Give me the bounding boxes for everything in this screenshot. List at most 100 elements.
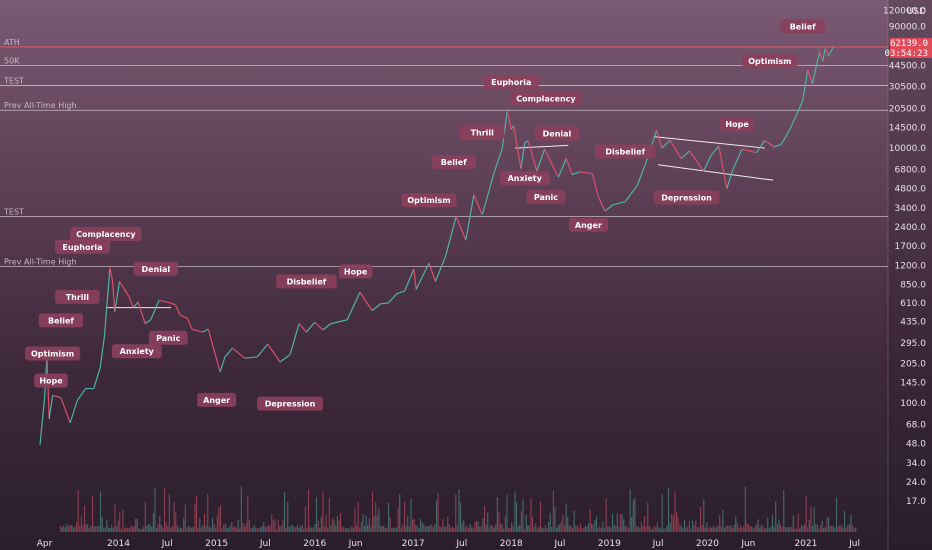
price-segment: [119, 281, 130, 298]
x-tick-label: 2018: [500, 539, 523, 549]
price-segment: [702, 154, 712, 172]
volume-bar: [604, 528, 606, 532]
price-segment: [494, 148, 503, 171]
volume-bar: [738, 527, 740, 532]
volume-bar: [244, 526, 246, 532]
volume-bar: [260, 527, 262, 532]
annotation-label: Panic: [534, 193, 558, 202]
volume-bar: [186, 527, 188, 532]
volume-bar: [740, 525, 742, 532]
volume-bar: [287, 501, 289, 532]
volume-bar: [101, 517, 103, 532]
volume-bar: [540, 501, 542, 532]
y-tick-label: 17.0: [906, 497, 926, 507]
price-segment: [726, 171, 733, 189]
volume-bar: [378, 508, 380, 532]
volume-bar: [311, 527, 313, 532]
annotation-box: [34, 373, 68, 388]
volume-bar: [205, 525, 207, 532]
volume-bar: [429, 525, 431, 532]
y-tick-label: 20500.0: [889, 104, 926, 114]
volume-bar: [565, 503, 567, 532]
x-tick-label: 2020: [696, 539, 719, 549]
annotation-label: Belief: [48, 316, 74, 325]
volume-bar: [628, 528, 630, 532]
price-segment: [780, 129, 791, 145]
volume-bar: [541, 527, 543, 532]
volume-bar: [207, 493, 209, 532]
volume-bar: [165, 522, 167, 532]
volume-bar: [424, 525, 426, 532]
volume-bar: [533, 526, 535, 532]
volume-bar: [162, 527, 164, 532]
volume-bar: [391, 528, 393, 532]
volume-bar: [455, 494, 457, 532]
volume-bar: [148, 524, 150, 532]
volume-bar: [152, 513, 154, 532]
level-label: ATH: [4, 38, 20, 47]
volume-bar: [688, 520, 690, 532]
volume-bar: [716, 527, 718, 532]
annotation-box: [780, 19, 825, 34]
volume-bar: [98, 525, 100, 532]
volume-bar: [592, 524, 594, 532]
volume-bar: [823, 528, 825, 532]
volume-bar: [544, 525, 546, 532]
volume-bar: [228, 527, 230, 532]
annotation-label: Depression: [265, 400, 316, 409]
volume-bar: [712, 525, 714, 532]
volume-bar: [844, 511, 846, 532]
volume-bar: [632, 499, 634, 532]
price-segment: [827, 46, 834, 57]
volume-bar: [832, 525, 834, 532]
price-series: [39, 46, 834, 445]
price-segment: [166, 301, 176, 306]
volume-bar: [336, 516, 338, 532]
volume-bar: [140, 528, 142, 532]
annotation-label: Hope: [725, 120, 749, 129]
volume-bar: [120, 528, 122, 532]
y-tick-label: 48.0: [906, 440, 926, 450]
volume-bar: [436, 500, 438, 532]
volume-bar: [221, 528, 223, 532]
volume-bar: [476, 520, 478, 532]
volume-bar: [477, 521, 479, 532]
volume-bar: [199, 518, 201, 532]
x-tick-label: 2017: [402, 539, 425, 549]
annotation-box: [568, 217, 608, 232]
volume-bar: [792, 515, 794, 532]
volume-bar: [453, 528, 455, 532]
price-segment: [506, 110, 512, 130]
volume-bar: [840, 525, 842, 532]
volume-bar: [471, 527, 473, 532]
volume-bar: [607, 526, 609, 532]
volume-bar: [220, 505, 222, 532]
volume-bar: [724, 528, 726, 532]
volume-bar: [127, 527, 129, 532]
price-segment: [179, 314, 188, 320]
volume-bar: [428, 525, 430, 532]
volume-bar: [847, 524, 849, 532]
volume-bar: [576, 525, 578, 532]
volume-bar: [551, 527, 553, 532]
volume-bar: [762, 526, 764, 532]
volume-bar: [444, 526, 446, 532]
volume-bar: [586, 526, 588, 532]
annotation-box: [510, 91, 582, 106]
annotation-callout: Depression: [653, 190, 720, 205]
volume-bar: [752, 528, 754, 532]
price-segment: [524, 140, 529, 144]
volume-bar: [373, 515, 375, 532]
volume-bar: [114, 504, 116, 532]
volume-bar: [359, 527, 361, 532]
annotation-callout: Hope: [720, 117, 754, 132]
volume-bar: [460, 502, 462, 532]
volume-bar: [696, 527, 698, 532]
volume-bar: [261, 526, 263, 532]
volume-bar: [618, 527, 620, 532]
volume-bar: [64, 527, 66, 532]
volume-bar: [560, 521, 562, 532]
volume-bar: [418, 527, 420, 532]
price-segment: [289, 323, 300, 355]
